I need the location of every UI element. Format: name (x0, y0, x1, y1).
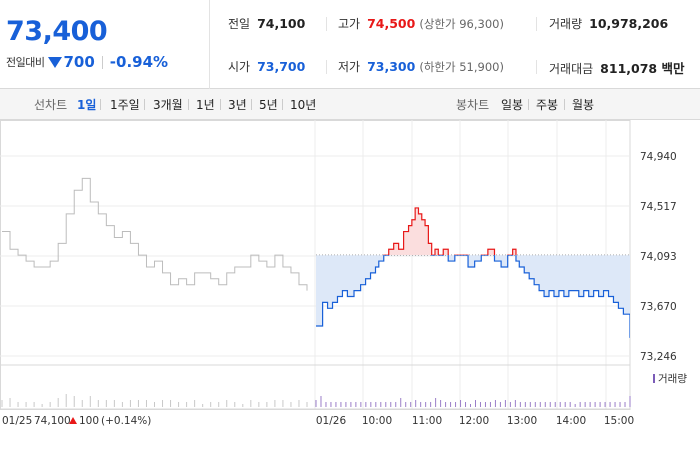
previous-day-line (2, 177, 308, 291)
up-triangle-icon (69, 417, 77, 424)
change-value: 700 (63, 53, 95, 71)
stat-value: 74,500 (367, 16, 416, 31)
candle-monthly[interactable]: 월봉 (572, 98, 595, 112)
divider (100, 99, 101, 110)
divider (144, 99, 145, 110)
intraday-chart: 74,940 74,517 74,093 73,670 73,246 거래량 01/25 01… (0, 120, 700, 450)
y-tick-label: 74,093 (640, 251, 677, 263)
prev-day-close: 74,100 (34, 415, 71, 427)
stat-label: 전일 (228, 17, 251, 31)
stat-label: 시가 (228, 60, 251, 74)
volume-legend-label: 거래량 (658, 373, 687, 385)
stat-label: 거래대금 (549, 62, 594, 76)
stat-label: 저가 (338, 60, 361, 74)
down-triangle-icon (48, 56, 63, 68)
y-tick-label: 73,670 (640, 301, 677, 313)
prev-day-change: 100 (79, 415, 99, 427)
prev-day-rate: (+0.14%) (101, 415, 151, 427)
divider (536, 60, 537, 74)
x-tick-label: 01/25 (2, 415, 32, 427)
divider (220, 99, 221, 110)
candle-chart-label: 봉차트 (456, 98, 490, 112)
stat-volume: 거래량 10,978,206 (549, 15, 668, 33)
stat-label: 고가 (338, 17, 361, 31)
area-below-baseline (316, 255, 630, 338)
x-tick-label: 01/26 (316, 415, 347, 427)
stat-high: 고가 74,500 (상한가 96,300) (338, 15, 504, 33)
stat-value: 811,078 백만 (600, 61, 685, 76)
divider (251, 99, 252, 110)
x-tick-label: 14:00 (556, 415, 586, 427)
divider (188, 99, 189, 110)
period-1y[interactable]: 1년 (196, 98, 215, 112)
stat-low: 저가 73,300 (하한가 51,900) (338, 58, 504, 76)
stat-label: 거래량 (549, 17, 583, 31)
candle-daily[interactable]: 일봉 (501, 98, 524, 112)
line-chart-label: 선차트 (34, 98, 68, 112)
stock-summary: 73,400 전일대비 700 -0.94% 전일 74,100 고가 74,5… (0, 0, 700, 89)
divider (528, 99, 529, 110)
grid (0, 120, 631, 410)
chart-svg: 74,940 74,517 74,093 73,670 73,246 거래량 01/25 01… (0, 120, 687, 427)
period-1d[interactable]: 1일 (77, 98, 97, 112)
divider (282, 99, 283, 110)
stat-value: 73,300 (367, 59, 416, 74)
lower-limit: (하한가 51,900) (419, 60, 504, 74)
stat-amount: 거래대금 811,078 백만 (549, 58, 684, 76)
x-tick-label: 12:00 (459, 415, 489, 427)
candle-weekly[interactable]: 주봉 (536, 98, 559, 112)
volume-bars (1, 394, 631, 407)
divider (536, 17, 537, 31)
divider (326, 60, 327, 74)
change-label: 전일대비 (6, 56, 45, 69)
x-tick-label: 11:00 (412, 415, 442, 427)
period-1w[interactable]: 1주일 (110, 98, 140, 112)
stat-prev-close: 전일 74,100 (228, 15, 305, 33)
current-day-line-down (316, 255, 630, 338)
price-lines (2, 177, 630, 338)
divider (101, 55, 103, 69)
period-5y[interactable]: 5년 (259, 98, 278, 112)
stat-value: 73,700 (257, 59, 306, 74)
stat-value: 74,100 (257, 16, 306, 31)
divider (326, 17, 327, 31)
period-10y[interactable]: 10년 (290, 98, 317, 112)
y-tick-label: 73,246 (640, 351, 677, 363)
stat-open: 시가 73,700 (228, 58, 305, 76)
axes: 74,940 74,517 74,093 73,670 73,246 거래량 01/25 01… (2, 151, 687, 427)
current-price: 73,400 (6, 16, 108, 47)
stat-value: 10,978,206 (589, 16, 669, 31)
upper-limit: (상한가 96,300) (419, 17, 504, 31)
y-tick-label: 74,517 (640, 201, 677, 213)
y-tick-label: 74,940 (640, 151, 677, 163)
volume-legend-swatch (653, 374, 655, 383)
period-3m[interactable]: 3개월 (153, 98, 183, 112)
change-row: 전일대비 700 -0.94% (6, 53, 168, 71)
period-3y[interactable]: 3년 (228, 98, 247, 112)
x-tick-label: 13:00 (507, 415, 537, 427)
x-tick-label: 10:00 (362, 415, 392, 427)
divider (564, 99, 565, 110)
x-tick-label: 15:00 (604, 415, 634, 427)
price-box: 73,400 전일대비 700 -0.94% (0, 0, 210, 89)
change-rate: -0.94% (109, 53, 169, 71)
period-bar: 선차트 1일 1주일 3개월 1년 3년 5년 10년 봉차트 일봉 주봉 월봉 (0, 89, 700, 120)
